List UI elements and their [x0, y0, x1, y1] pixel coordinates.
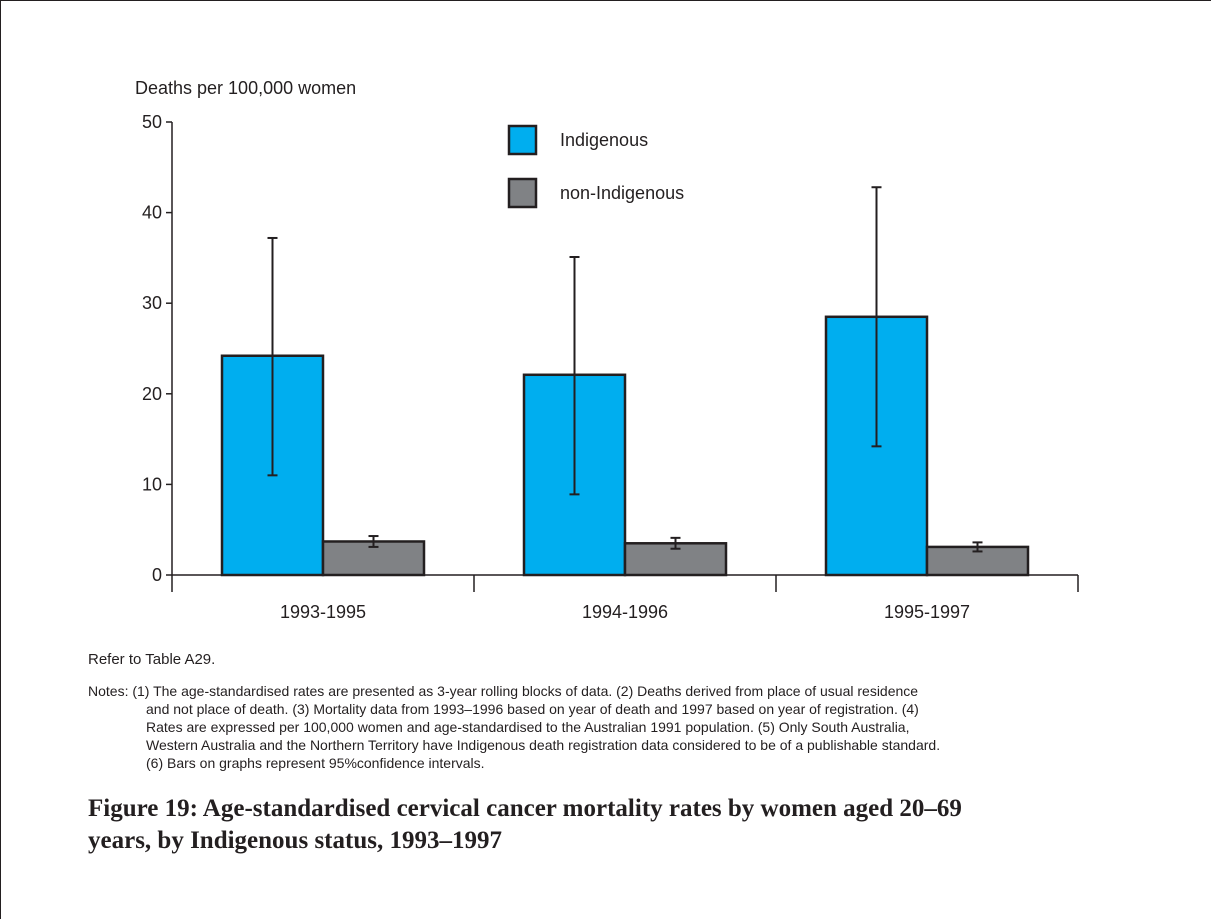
note-line: Notes: (1) The age-standardised rates ar…	[88, 683, 918, 699]
legend-label: non-Indigenous	[560, 183, 684, 203]
y-tick-label: 30	[142, 293, 162, 313]
error-bar	[871, 186, 882, 448]
y-tick-label: 20	[142, 384, 162, 404]
caption-line: years, by Indigenous status, 1993–1997	[88, 827, 502, 854]
note-line: (6) Bars on graphs represent 95%confiden…	[146, 755, 485, 771]
source: Refer to Table A29.	[88, 651, 215, 668]
legend-label: Indigenous	[560, 130, 648, 150]
y-tick-label: 10	[142, 474, 162, 494]
note-line: Western Australia and the Northern Terri…	[146, 737, 940, 753]
y-tick-label: 40	[142, 203, 162, 223]
y-tick-label: 0	[152, 565, 162, 585]
caption-line: Figure 19: Age-standardised cervical can…	[88, 795, 962, 822]
note-line: Rates are expressed per 100,000 women an…	[146, 719, 910, 735]
x-tick-label: 1994-1996	[582, 602, 668, 622]
error-bar	[267, 236, 278, 477]
note-line: and not place of death. (3) Mortality da…	[146, 701, 919, 717]
error-bar	[670, 536, 681, 550]
error-bar	[972, 541, 983, 553]
legend-swatch	[507, 124, 538, 156]
error-bar	[569, 255, 580, 496]
bar	[623, 542, 728, 577]
legend-swatch	[507, 177, 538, 209]
error-bar	[368, 535, 379, 548]
y-tick-label: 50	[142, 112, 162, 132]
x-tick-label: 1993-1995	[280, 602, 366, 622]
x-tick-label: 1995-1997	[884, 602, 970, 622]
y-axis-label: Deaths per 100,000 women	[135, 78, 356, 98]
